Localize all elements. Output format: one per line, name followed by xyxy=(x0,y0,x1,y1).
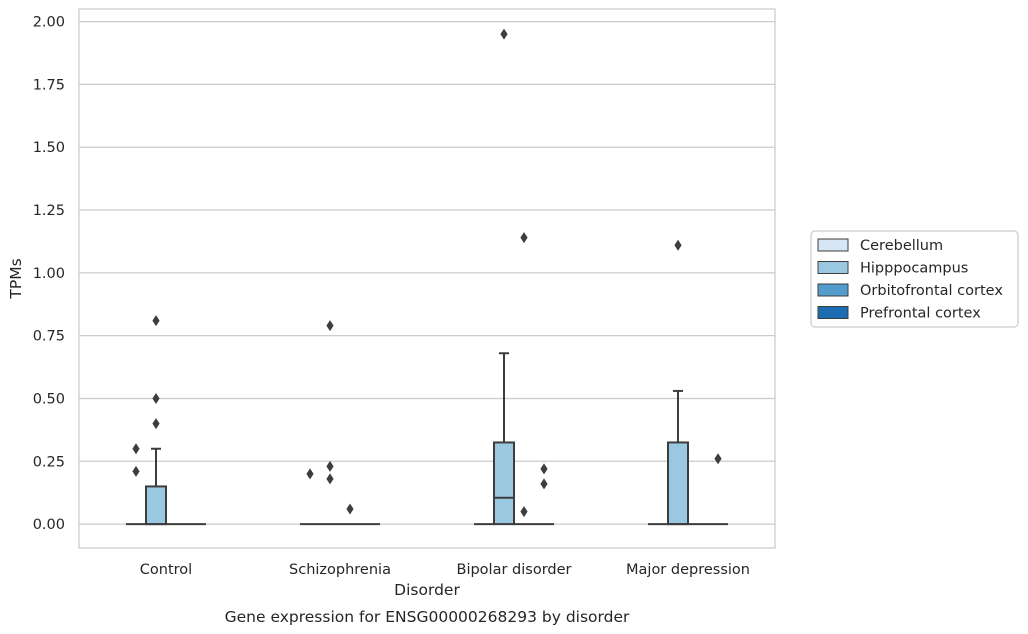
legend-label: Hipppocampus xyxy=(860,261,968,277)
outlier-point xyxy=(326,460,334,472)
outlier-point xyxy=(714,453,722,465)
legend-item: Hipppocampus xyxy=(817,261,968,277)
box-series xyxy=(126,28,728,526)
legend-item: Orbitofrontal cortex xyxy=(817,283,1003,299)
outlier-point xyxy=(326,473,334,485)
outlier-point xyxy=(132,443,140,455)
y-tick-label: 2.00 xyxy=(33,15,65,31)
y-tick-label: 1.00 xyxy=(33,266,65,282)
grid-lines xyxy=(79,20,775,525)
x-tick-label: Schizophrenia xyxy=(289,562,391,578)
box xyxy=(667,441,689,526)
outlier-point xyxy=(520,506,528,518)
outlier-point xyxy=(500,28,508,40)
plot-frame xyxy=(78,8,776,549)
y-tick-label: 0.75 xyxy=(33,329,65,345)
legend-swatch xyxy=(817,283,849,297)
x-axis-label: Disorder xyxy=(394,581,460,599)
x-tick-label: Control xyxy=(140,562,192,578)
legend-box xyxy=(810,230,1019,328)
chart-caption: Gene expression for ENSG00000268293 by d… xyxy=(225,608,630,626)
y-tick-label: 1.25 xyxy=(33,203,65,219)
legend: Cerebellum Hipppocampus Orbitofrontal cort… xyxy=(810,230,1019,328)
legend-label: Cerebellum xyxy=(860,238,943,254)
legend-swatch xyxy=(817,261,849,274)
box xyxy=(145,485,167,526)
series-cerebellum xyxy=(126,443,668,526)
outlier-point xyxy=(132,465,140,477)
outlier-point xyxy=(326,320,334,332)
y-tick-label: 1.75 xyxy=(33,77,65,93)
x-tick-label: Major depression xyxy=(626,562,750,578)
outlier-point xyxy=(306,468,314,480)
outlier-point xyxy=(152,418,160,430)
y-axis-label: TPMs xyxy=(7,258,25,299)
series-prefrontal-cortex xyxy=(186,453,728,526)
outlier-point xyxy=(540,463,548,475)
legend-swatch xyxy=(817,238,849,252)
outlier-point xyxy=(674,239,682,251)
box xyxy=(493,441,515,526)
x-tick-label: Bipolar disorder xyxy=(457,562,572,578)
outlier-point xyxy=(540,478,548,490)
series-hipppocampus xyxy=(145,28,689,526)
legend-label: Prefrontal cortex xyxy=(860,306,981,322)
y-tick-label: 1.50 xyxy=(33,140,65,156)
series-orbitofrontal-cortex xyxy=(166,232,708,526)
x-axis-ticks: Control Schizophrenia Bipolar disorder Majo… xyxy=(140,562,750,578)
legend-item: Prefrontal cortex xyxy=(817,306,981,322)
y-tick-label: 0.25 xyxy=(33,454,65,470)
legend-label: Orbitofrontal cortex xyxy=(860,283,1003,299)
outlier-point xyxy=(346,503,354,515)
legend-swatch xyxy=(817,306,849,319)
y-axis-ticks: 0.00 0.25 0.50 0.75 1.00 1.25 1.50 1.75 2.00 xyxy=(33,15,65,534)
y-tick-label: 0.00 xyxy=(33,517,65,533)
outlier-point xyxy=(520,232,528,244)
legend-item: Cerebellum xyxy=(817,238,943,254)
y-tick-label: 0.50 xyxy=(33,391,65,407)
outlier-point xyxy=(152,315,160,327)
outlier-point xyxy=(152,392,160,404)
